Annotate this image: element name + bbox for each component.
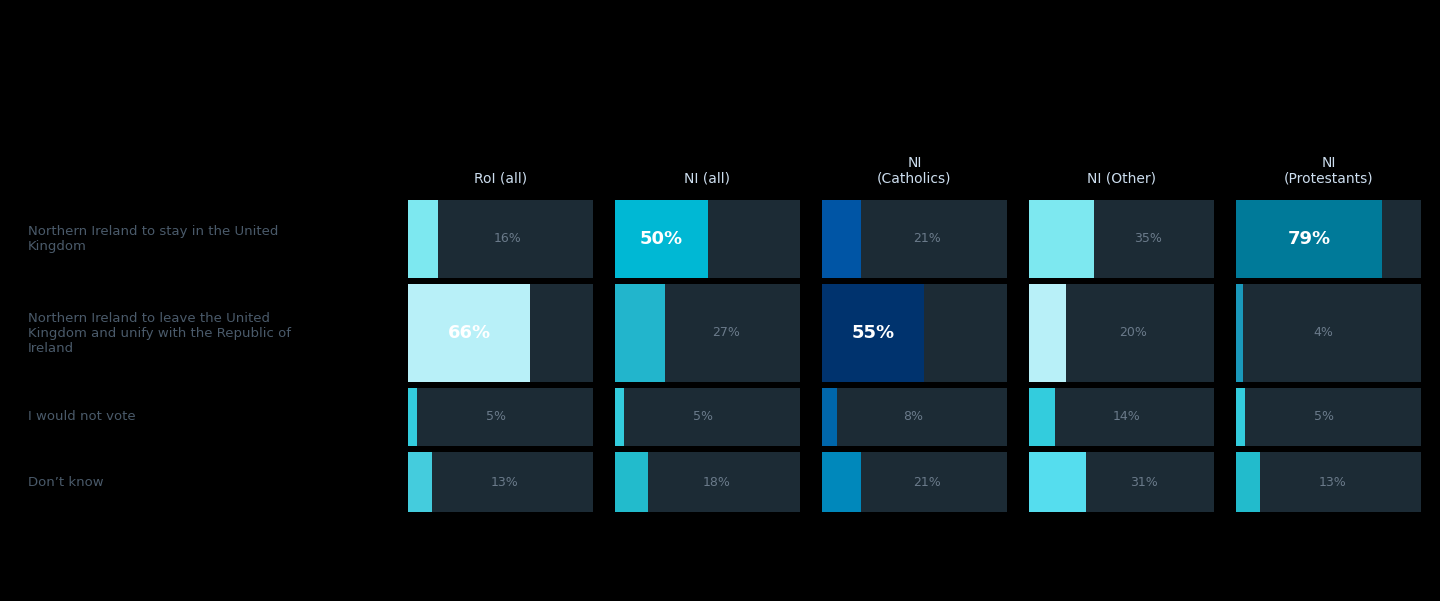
Text: 20%: 20% [1119,326,1146,340]
Text: 35%: 35% [1133,233,1162,245]
Text: RoI (all): RoI (all) [474,171,527,185]
Bar [1236,284,1243,382]
Bar [1030,452,1214,512]
Text: 5%: 5% [693,410,713,424]
Bar [822,200,861,278]
Text: 13%: 13% [1319,475,1346,489]
Text: NI: NI [907,156,922,170]
Bar [822,284,1007,382]
Bar [408,284,593,382]
Bar [822,200,1007,278]
Text: Northern Ireland to stay in the United
Kingdom: Northern Ireland to stay in the United K… [27,225,278,253]
Bar [408,200,438,278]
Bar [1236,388,1246,446]
Bar [822,388,837,446]
Bar [822,388,1007,446]
Text: 66%: 66% [448,324,491,342]
Text: Don’t know: Don’t know [27,475,104,489]
Bar [615,388,625,446]
Text: 21%: 21% [913,233,940,245]
Bar [408,452,432,512]
Bar [1030,284,1066,382]
Bar [1030,452,1086,512]
Bar [1030,388,1214,446]
Bar [408,200,593,278]
Bar [1236,200,1421,278]
Bar [615,452,801,512]
Bar [615,284,665,382]
Bar [1030,200,1214,278]
Bar [408,388,593,446]
Text: 79%: 79% [1287,230,1331,248]
Text: Northern Ireland to leave the United
Kingdom and unify with the Republic of
Irel: Northern Ireland to leave the United Kin… [27,311,291,355]
Text: NI (all): NI (all) [684,171,730,185]
Bar [408,284,530,382]
Bar [615,200,801,278]
Bar [1236,200,1382,278]
Text: 4%: 4% [1313,326,1333,340]
Bar [1030,200,1094,278]
Bar [822,284,923,382]
Bar [1030,388,1056,446]
Bar [615,452,648,512]
Text: 50%: 50% [639,230,683,248]
Bar [408,452,593,512]
Text: 55%: 55% [851,324,894,342]
Bar [408,388,418,446]
Text: NI (Other): NI (Other) [1087,171,1156,185]
Bar [615,200,707,278]
Text: 16%: 16% [494,233,521,245]
Bar [1236,284,1421,382]
Bar [615,388,801,446]
Bar [1236,452,1421,512]
Text: 8%: 8% [903,410,923,424]
Bar [822,452,861,512]
Text: 21%: 21% [913,475,940,489]
Text: I would not vote: I would not vote [27,410,135,424]
Text: 13%: 13% [491,475,518,489]
Bar [1236,452,1260,512]
Bar [822,452,1007,512]
Text: NI: NI [1322,156,1336,170]
Text: 5%: 5% [1315,410,1335,424]
Text: 5%: 5% [487,410,507,424]
Text: 18%: 18% [703,475,730,489]
Text: 27%: 27% [711,326,740,340]
Bar [1030,284,1214,382]
Text: 14%: 14% [1113,410,1140,424]
Text: 31%: 31% [1130,475,1158,489]
Bar [1236,388,1421,446]
Text: (Catholics): (Catholics) [877,171,952,185]
Bar [615,284,801,382]
Text: (Protestants): (Protestants) [1283,171,1374,185]
